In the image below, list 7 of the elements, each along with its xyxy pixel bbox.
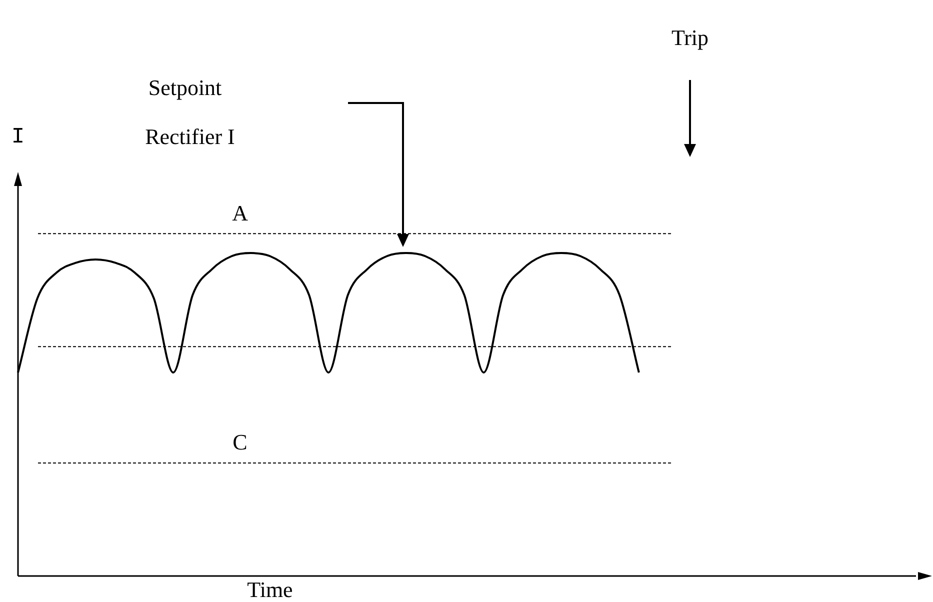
text: Setpoint <box>148 75 222 101</box>
text: Trip <box>671 25 709 51</box>
text: Rectifier I <box>145 124 235 150</box>
y-axis-title: I <box>11 124 25 150</box>
ref-line-label: C <box>232 430 248 455</box>
x-axis-title: Time <box>247 577 293 602</box>
ref-line-label: A <box>232 200 248 226</box>
